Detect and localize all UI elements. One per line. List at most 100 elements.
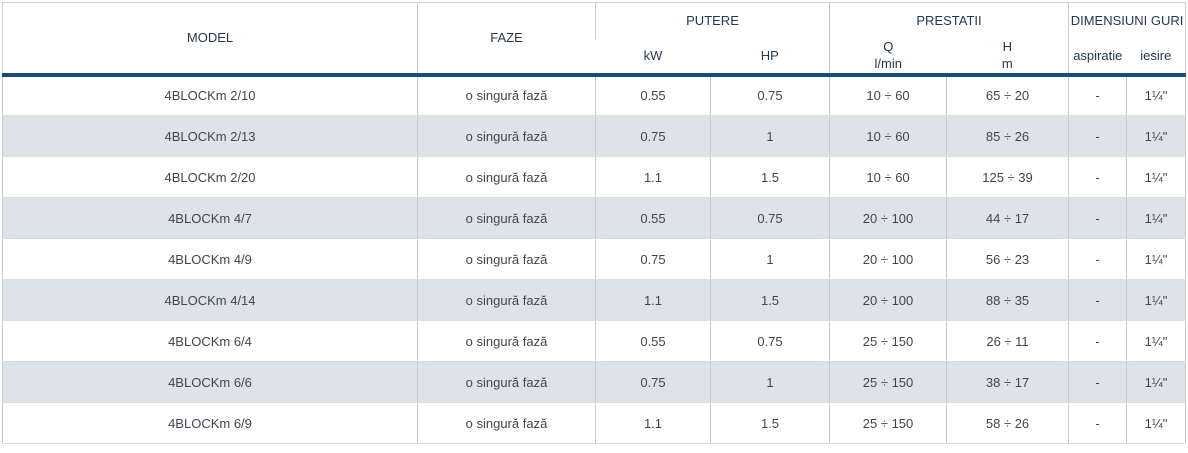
cell-kw: 0.75 — [595, 115, 711, 157]
cell-hp: 1.5 — [709, 156, 831, 198]
cell-model: 4BLOCKm 6/4 — [2, 320, 418, 362]
cell-model: 4BLOCKm 4/7 — [2, 197, 418, 239]
header-group-row: MODEL FAZE PUTERE PRESTATII DIMENSIUNI G… — [2, 2, 1186, 77]
cell-q: 10 ÷ 60 — [829, 156, 948, 198]
col-header-faze: FAZE — [417, 2, 596, 77]
cell-hp: 0.75 — [709, 74, 831, 116]
table-row: 4BLOCKm 6/6 o singură fază 0.75 1 25 ÷ 1… — [2, 361, 1187, 403]
cell-iesire: 1¼" — [1126, 402, 1187, 444]
table-header: MODEL FAZE PUTERE PRESTATII DIMENSIUNI G… — [2, 2, 1186, 77]
cell-faze: o singură fază — [417, 197, 596, 239]
cell-kw: 1.1 — [595, 402, 711, 444]
cell-aspiratie: - — [1068, 156, 1128, 198]
cell-hp: 1 — [709, 238, 831, 280]
cell-faze: o singură fază — [417, 74, 596, 116]
cell-h: 26 ÷ 11 — [946, 320, 1070, 362]
table-row: 4BLOCKm 6/9 o singură fază 1.1 1.5 25 ÷ … — [2, 402, 1187, 444]
table-row: 4BLOCKm 2/10 o singură fază 0.55 0.75 10… — [2, 74, 1187, 116]
cell-h: 65 ÷ 20 — [946, 74, 1070, 116]
cell-faze: o singură fază — [417, 156, 596, 198]
cell-h: 58 ÷ 26 — [946, 402, 1070, 444]
cell-kw: 0.75 — [595, 238, 711, 280]
cell-h: 44 ÷ 17 — [946, 197, 1070, 239]
cell-q: 20 ÷ 100 — [829, 238, 948, 280]
cell-iesire: 1¼" — [1126, 238, 1187, 280]
cell-h: 85 ÷ 26 — [946, 115, 1070, 157]
cell-faze: o singură fază — [417, 320, 596, 362]
cell-h: 56 ÷ 23 — [946, 238, 1070, 280]
cell-faze: o singură fază — [417, 115, 596, 157]
cell-hp: 0.75 — [709, 197, 831, 239]
q-header-lines: Q l/min — [831, 39, 947, 71]
cell-aspiratie: - — [1068, 238, 1128, 280]
cell-h: 125 ÷ 39 — [946, 156, 1070, 198]
table-row: 4BLOCKm 6/4 o singură fază 0.55 0.75 25 … — [2, 320, 1187, 362]
cell-faze: o singură fază — [417, 279, 596, 321]
cell-model: 4BLOCKm 2/13 — [2, 115, 418, 157]
cell-h: 88 ÷ 35 — [946, 279, 1070, 321]
cell-iesire: 1¼" — [1126, 74, 1187, 116]
col-header-aspiratie: aspiratie — [1068, 38, 1127, 77]
q-symbol: Q — [883, 39, 894, 55]
col-header-iesire: iesire — [1126, 38, 1186, 77]
cell-model: 4BLOCKm 4/9 — [2, 238, 418, 280]
table-row: 4BLOCKm 4/9 o singură fază 0.75 1 20 ÷ 1… — [2, 238, 1187, 280]
cell-kw: 0.55 — [595, 74, 711, 116]
cell-model: 4BLOCKm 6/6 — [2, 361, 418, 403]
h-symbol: H — [1002, 39, 1012, 55]
col-header-hp: HP — [710, 38, 830, 77]
col-header-q: Q l/min — [829, 38, 947, 77]
cell-q: 20 ÷ 100 — [829, 197, 948, 239]
cell-model: 4BLOCKm 4/14 — [2, 279, 418, 321]
col-group-prestatii: PRESTATII — [829, 2, 1069, 39]
col-header-model: MODEL — [2, 2, 418, 77]
cell-h: 38 ÷ 17 — [946, 361, 1070, 403]
cell-aspiratie: - — [1068, 402, 1128, 444]
cell-iesire: 1¼" — [1126, 361, 1187, 403]
cell-iesire: 1¼" — [1126, 320, 1187, 362]
table-row: 4BLOCKm 2/20 o singură fază 1.1 1.5 10 ÷… — [2, 156, 1187, 198]
cell-aspiratie: - — [1068, 74, 1128, 116]
cell-kw: 0.55 — [595, 320, 711, 362]
cell-q: 25 ÷ 150 — [829, 402, 948, 444]
cell-kw: 0.55 — [595, 197, 711, 239]
cell-aspiratie: - — [1068, 197, 1128, 239]
cell-aspiratie: - — [1068, 320, 1128, 362]
cell-faze: o singură fază — [417, 238, 596, 280]
cell-iesire: 1¼" — [1126, 279, 1187, 321]
cell-q: 20 ÷ 100 — [829, 279, 948, 321]
cell-hp: 1 — [709, 361, 831, 403]
pump-spec-table: MODEL FAZE PUTERE PRESTATII DIMENSIUNI G… — [2, 2, 1187, 444]
h-unit: m — [1001, 55, 1013, 71]
cell-iesire: 1¼" — [1126, 197, 1187, 239]
cell-q: 25 ÷ 150 — [829, 361, 948, 403]
table-row: 4BLOCKm 4/7 o singură fază 0.55 0.75 20 … — [2, 197, 1187, 239]
q-unit: l/min — [874, 55, 902, 71]
cell-faze: o singură fază — [417, 361, 596, 403]
cell-q: 25 ÷ 150 — [829, 320, 948, 362]
col-header-h: H m — [946, 38, 1069, 77]
cell-aspiratie: - — [1068, 115, 1128, 157]
table-row: 4BLOCKm 2/13 o singură fază 0.75 1 10 ÷ … — [2, 115, 1187, 157]
cell-hp: 1.5 — [709, 402, 831, 444]
cell-hp: 1 — [709, 115, 831, 157]
cell-aspiratie: - — [1068, 361, 1128, 403]
cell-aspiratie: - — [1068, 279, 1128, 321]
cell-model: 4BLOCKm 2/10 — [2, 74, 418, 116]
col-header-kw: kW — [595, 38, 711, 77]
cell-kw: 1.1 — [595, 156, 711, 198]
cell-faze: o singură fază — [417, 402, 596, 444]
col-group-putere: PUTERE — [594, 2, 830, 39]
cell-kw: 1.1 — [595, 279, 711, 321]
cell-iesire: 1¼" — [1126, 156, 1187, 198]
header-sub-row: kW HP Q l/min H m aspiratie iesire — [3, 38, 1186, 77]
cell-q: 10 ÷ 60 — [829, 74, 948, 116]
table-body: 4BLOCKm 2/10 o singură fază 0.55 0.75 10… — [2, 74, 1187, 444]
cell-q: 10 ÷ 60 — [829, 115, 948, 157]
cell-iesire: 1¼" — [1126, 115, 1187, 157]
cell-model: 4BLOCKm 2/20 — [2, 156, 418, 198]
cell-hp: 1.5 — [709, 279, 831, 321]
cell-kw: 0.75 — [595, 361, 711, 403]
col-group-dimensiuni-guri: DIMENSIUNI GURI — [1068, 2, 1186, 39]
